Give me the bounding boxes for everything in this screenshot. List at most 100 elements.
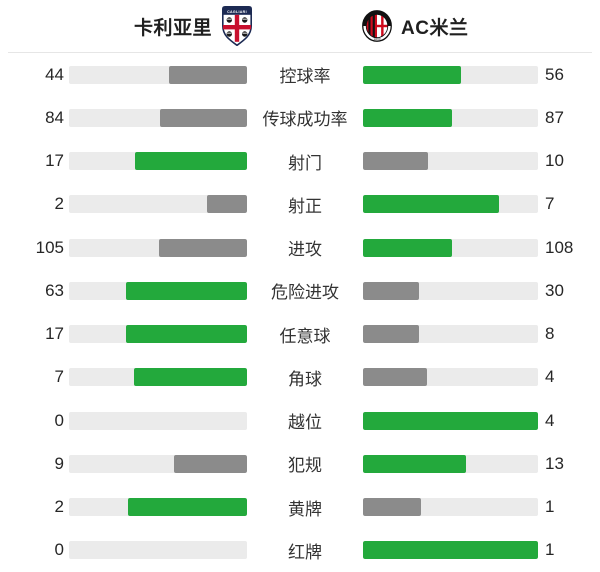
stat-row: 2 射正 7 xyxy=(0,183,600,226)
away-bar-track xyxy=(363,498,538,517)
stat-label: 角球 xyxy=(288,369,322,389)
home-bar-track xyxy=(69,411,247,430)
stat-home-value: 17 xyxy=(45,151,64,171)
home-bar-fill xyxy=(126,281,247,300)
away-bar-fill xyxy=(363,325,419,344)
stat-home-value: 17 xyxy=(45,324,64,344)
home-bar-track xyxy=(69,325,247,344)
stat-label: 射门 xyxy=(288,153,322,173)
stat-home-value: 0 xyxy=(54,410,64,430)
home-bar-track xyxy=(69,498,247,517)
stat-row: 0 越位 4 xyxy=(0,399,600,442)
stat-away-value: 4 xyxy=(545,410,555,430)
stat-label: 犯规 xyxy=(288,456,322,476)
stat-away-value: 108 xyxy=(545,237,574,257)
stat-label: 黄牌 xyxy=(288,499,322,519)
stats-list: 44 控球率 56 84 传球成功率 87 17 射门 10 2 xyxy=(0,53,600,572)
home-bar-fill xyxy=(128,498,247,517)
away-bar-fill xyxy=(363,238,452,257)
stat-away-value: 56 xyxy=(545,64,564,84)
home-bar-fill xyxy=(125,325,247,344)
home-bar-track xyxy=(69,281,247,300)
home-team-header: 卡利亚里 CAGLIARI xyxy=(0,6,300,46)
stat-home-value: 0 xyxy=(54,540,64,560)
match-header: 卡利亚里 CAGLIARI xyxy=(0,0,600,52)
cagliari-crest-icon: CAGLIARI xyxy=(222,6,252,46)
stat-away-value: 8 xyxy=(545,324,555,344)
away-bar-track xyxy=(363,238,538,257)
away-bar-fill xyxy=(363,195,500,214)
away-bar-track xyxy=(363,368,538,387)
stat-home-value: 84 xyxy=(45,107,64,127)
stat-label: 控球率 xyxy=(279,67,331,87)
away-bar-fill xyxy=(363,368,427,387)
stat-away-value: 7 xyxy=(545,194,555,214)
away-bar-track xyxy=(363,108,538,127)
home-bar-fill xyxy=(174,454,247,473)
home-bar-track xyxy=(69,108,247,127)
stat-home-value: 63 xyxy=(45,280,64,300)
away-bar-fill xyxy=(363,454,467,473)
stat-home-value: 9 xyxy=(54,453,64,473)
stat-label: 进攻 xyxy=(288,240,322,260)
stat-label: 传球成功率 xyxy=(262,110,348,130)
home-bar-fill xyxy=(134,152,247,171)
away-bar-track xyxy=(363,411,538,430)
home-bar-fill xyxy=(159,238,247,257)
stat-row: 9 犯规 13 xyxy=(0,442,600,485)
svg-text:CAGLIARI: CAGLIARI xyxy=(227,10,247,14)
stat-row: 105 进攻 108 xyxy=(0,226,600,269)
stat-away-value: 30 xyxy=(545,280,564,300)
away-bar-track xyxy=(363,325,538,344)
stat-away-value: 1 xyxy=(545,540,555,560)
stat-label: 射正 xyxy=(288,196,322,216)
home-bar-fill xyxy=(159,108,247,127)
home-team-name: 卡利亚里 xyxy=(133,17,212,39)
away-bar-track xyxy=(363,152,538,171)
away-bar-fill xyxy=(363,108,453,127)
home-bar-fill xyxy=(133,368,247,387)
away-team-header: 1899 AC米兰 xyxy=(300,9,600,43)
stat-home-value: 44 xyxy=(45,64,64,84)
ac-milan-crest-icon: 1899 xyxy=(362,10,392,42)
away-bar-fill xyxy=(363,281,420,300)
stat-away-value: 4 xyxy=(545,367,555,387)
away-bar-track xyxy=(363,541,538,560)
stat-label: 任意球 xyxy=(279,326,331,346)
stat-away-value: 87 xyxy=(545,107,564,127)
home-bar-track xyxy=(69,541,247,560)
stat-row: 2 黄牌 1 xyxy=(0,486,600,529)
away-team-name: AC米兰 xyxy=(401,17,469,39)
stat-label: 危险进攻 xyxy=(271,283,339,303)
stat-label: 红牌 xyxy=(288,542,322,562)
away-bar-track xyxy=(363,195,538,214)
stat-away-value: 1 xyxy=(545,497,555,517)
away-bar-fill xyxy=(363,411,538,430)
stat-home-value: 2 xyxy=(54,194,64,214)
home-bar-track xyxy=(69,65,247,84)
stat-row: 63 危险进攻 30 xyxy=(0,269,600,312)
stat-home-value: 2 xyxy=(54,497,64,517)
stat-home-value: 7 xyxy=(54,367,64,387)
away-bar-track xyxy=(363,65,538,84)
header-divider xyxy=(8,52,592,53)
home-bar-track xyxy=(69,195,247,214)
svg-text:1899: 1899 xyxy=(373,37,380,41)
away-bar-track xyxy=(363,281,538,300)
stat-row: 84 传球成功率 87 xyxy=(0,96,600,139)
home-bar-track xyxy=(69,368,247,387)
stat-away-value: 13 xyxy=(545,453,564,473)
home-bar-track xyxy=(69,152,247,171)
stat-home-value: 105 xyxy=(35,237,64,257)
stat-row: 0 红牌 1 xyxy=(0,529,600,572)
away-bar-fill xyxy=(363,65,461,84)
home-bar-track xyxy=(69,454,247,473)
away-bar-fill xyxy=(363,541,538,560)
home-bar-fill xyxy=(207,195,247,214)
away-bar-fill xyxy=(363,152,428,171)
home-bar-track xyxy=(69,238,247,257)
stat-row: 17 射门 10 xyxy=(0,140,600,183)
stat-row: 44 控球率 56 xyxy=(0,53,600,96)
stat-away-value: 10 xyxy=(545,151,564,171)
home-bar-fill xyxy=(168,65,247,84)
